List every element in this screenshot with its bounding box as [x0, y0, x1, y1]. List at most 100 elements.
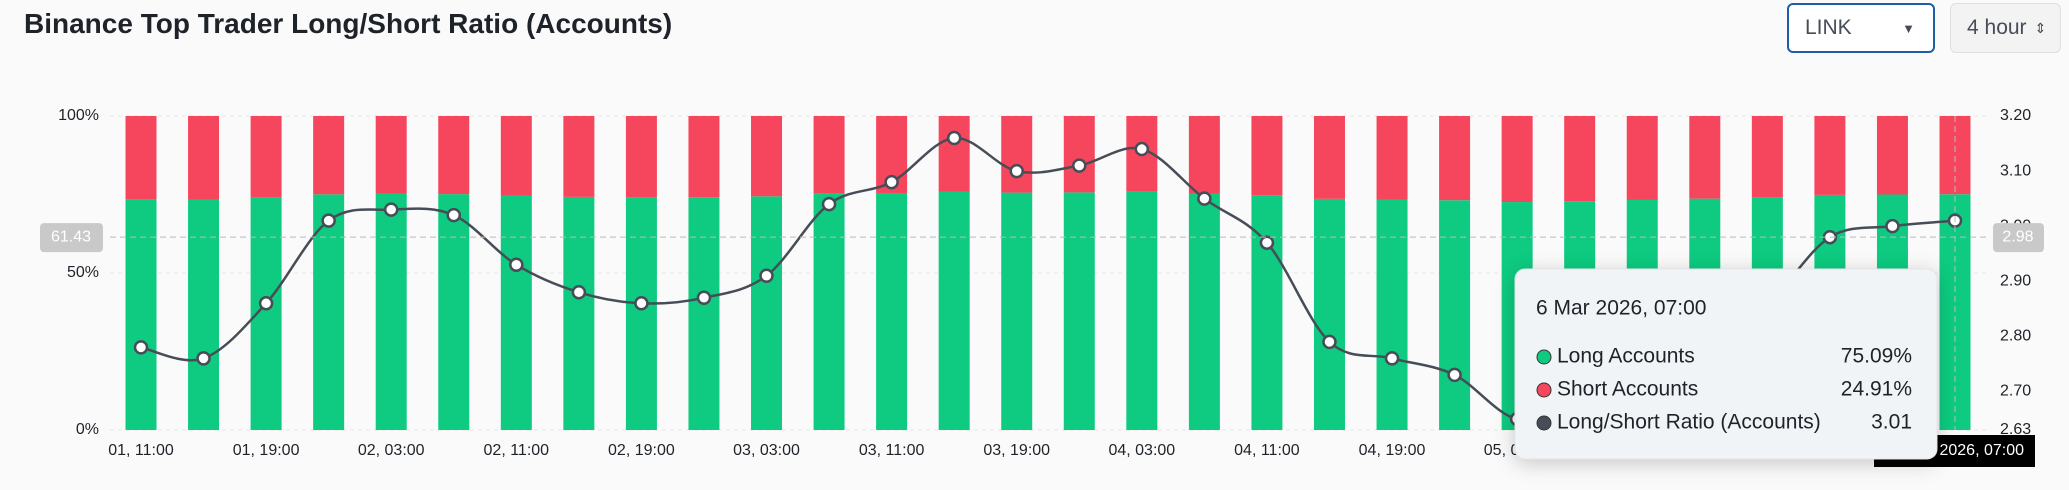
y-tick-label: 100%	[58, 107, 99, 124]
short-bar	[188, 116, 220, 200]
y2-tick-label: 2.90	[2000, 272, 2031, 289]
tooltip-box	[1514, 268, 1938, 460]
y2-tick-label: 2.80	[2000, 328, 2031, 345]
short-bar	[1814, 116, 1846, 195]
ratio-point	[321, 213, 336, 228]
crosshair-y-label: 61.43	[51, 228, 91, 245]
short-bar	[313, 116, 345, 195]
tooltip: 6 Mar 2026, 07:00 Long Accounts 75.09% Shor…	[1514, 268, 1938, 460]
short-bar	[1376, 116, 1408, 200]
short-bar	[125, 116, 157, 200]
long-bar	[438, 194, 470, 430]
y2-tick-label: 3.10	[2000, 162, 2031, 179]
tooltip-name: Long Accounts	[1557, 345, 1695, 368]
tooltip-value: 3.01	[1871, 411, 1912, 434]
short-bar	[1564, 116, 1596, 202]
tooltip-name: Short Accounts	[1557, 378, 1698, 401]
long-bar	[938, 191, 970, 430]
long-bar	[751, 196, 783, 430]
short-bar	[1439, 116, 1471, 201]
short-bar	[1001, 116, 1033, 193]
ratio-point	[634, 296, 649, 311]
y-tick-label: 50%	[67, 264, 99, 281]
short-bar	[625, 116, 657, 198]
x-tick-label: 02, 03:00	[358, 442, 425, 459]
short-bar	[1501, 116, 1533, 203]
short-bar	[438, 116, 470, 195]
ratio-point	[696, 290, 712, 306]
short-bar	[375, 116, 407, 194]
long-bar	[500, 195, 532, 430]
tooltip-dot	[1536, 349, 1552, 365]
long-bar	[1313, 198, 1345, 430]
short-bar	[813, 116, 845, 194]
tooltip-name: Long/Short Ratio (Accounts)	[1557, 411, 1821, 434]
tooltip-dot	[1536, 382, 1552, 398]
short-bar	[1188, 116, 1220, 194]
ratio-point	[1447, 367, 1462, 383]
long-bar	[375, 193, 407, 430]
long-bar	[876, 192, 908, 430]
interval-select[interactable]: 4 hour ⇕	[1950, 3, 2061, 53]
y2-tick-label: 2.63	[2000, 421, 2031, 438]
ratio-point	[1072, 158, 1087, 173]
long-bar	[688, 197, 720, 430]
ratio-point	[1134, 141, 1150, 157]
long-bar	[1439, 200, 1471, 430]
ratio-point	[1259, 235, 1275, 250]
long-bar	[125, 199, 157, 430]
long-bar	[563, 196, 595, 430]
short-bar	[1313, 116, 1345, 199]
short-bar	[1626, 116, 1658, 200]
ratio-point	[1197, 191, 1212, 206]
x-tick-label: 01, 11:00	[108, 442, 174, 459]
short-bar	[751, 116, 783, 197]
ratio-point	[884, 174, 899, 190]
long-bar	[625, 197, 657, 430]
x-tick-label: 01, 19:00	[233, 442, 300, 459]
tooltip-value: 75.09%	[1841, 345, 1912, 368]
y2-tick-label: 2.70	[2000, 383, 2031, 400]
short-bar	[1689, 116, 1721, 199]
ratio-point	[571, 285, 587, 300]
crosshair-y2-label: 2.98	[2002, 228, 2033, 245]
long-bar	[1001, 192, 1033, 430]
interval-value: 4 hour	[1967, 16, 2027, 39]
long-bar	[1251, 195, 1283, 430]
spinner-arrows: ⇕	[2034, 19, 2047, 36]
ratio-point	[196, 351, 211, 366]
long-bar	[188, 199, 220, 430]
long-bar	[313, 194, 345, 430]
tooltip-value: 24.91%	[1841, 378, 1912, 401]
long-bar	[1376, 199, 1408, 430]
ratio-point	[759, 268, 774, 284]
short-bar	[1751, 116, 1783, 198]
ratio-point	[133, 340, 149, 355]
tooltip-dot	[1536, 415, 1552, 431]
dropdown-arrow: ▼	[1902, 20, 1915, 36]
x-tick-label: 04, 19:00	[1359, 442, 1426, 459]
short-bar	[1251, 116, 1283, 196]
x-tick-label: 02, 19:00	[608, 442, 675, 459]
tooltip-title: 6 Mar 2026, 07:00	[1536, 297, 1706, 320]
symbol-select[interactable]: LINK ▼	[1787, 3, 1935, 53]
x-tick-label: 03, 03:00	[733, 442, 800, 459]
short-bar	[563, 116, 595, 197]
long-bar	[1188, 193, 1220, 430]
x-tick-label: 04, 03:00	[1108, 442, 1175, 459]
ratio-point	[258, 296, 274, 311]
short-bar	[1876, 116, 1908, 195]
short-bar	[1063, 116, 1095, 193]
y-tick-label: 0%	[76, 421, 99, 438]
long-bar	[813, 193, 845, 430]
ratio-point	[821, 196, 837, 212]
short-bar	[938, 116, 970, 192]
short-bar	[500, 116, 532, 196]
crosshair-y2-box	[1993, 223, 2044, 253]
short-bar	[688, 116, 720, 198]
ratio-point	[383, 202, 399, 217]
ratio-point	[509, 257, 524, 272]
ratio-point	[1384, 351, 1400, 366]
